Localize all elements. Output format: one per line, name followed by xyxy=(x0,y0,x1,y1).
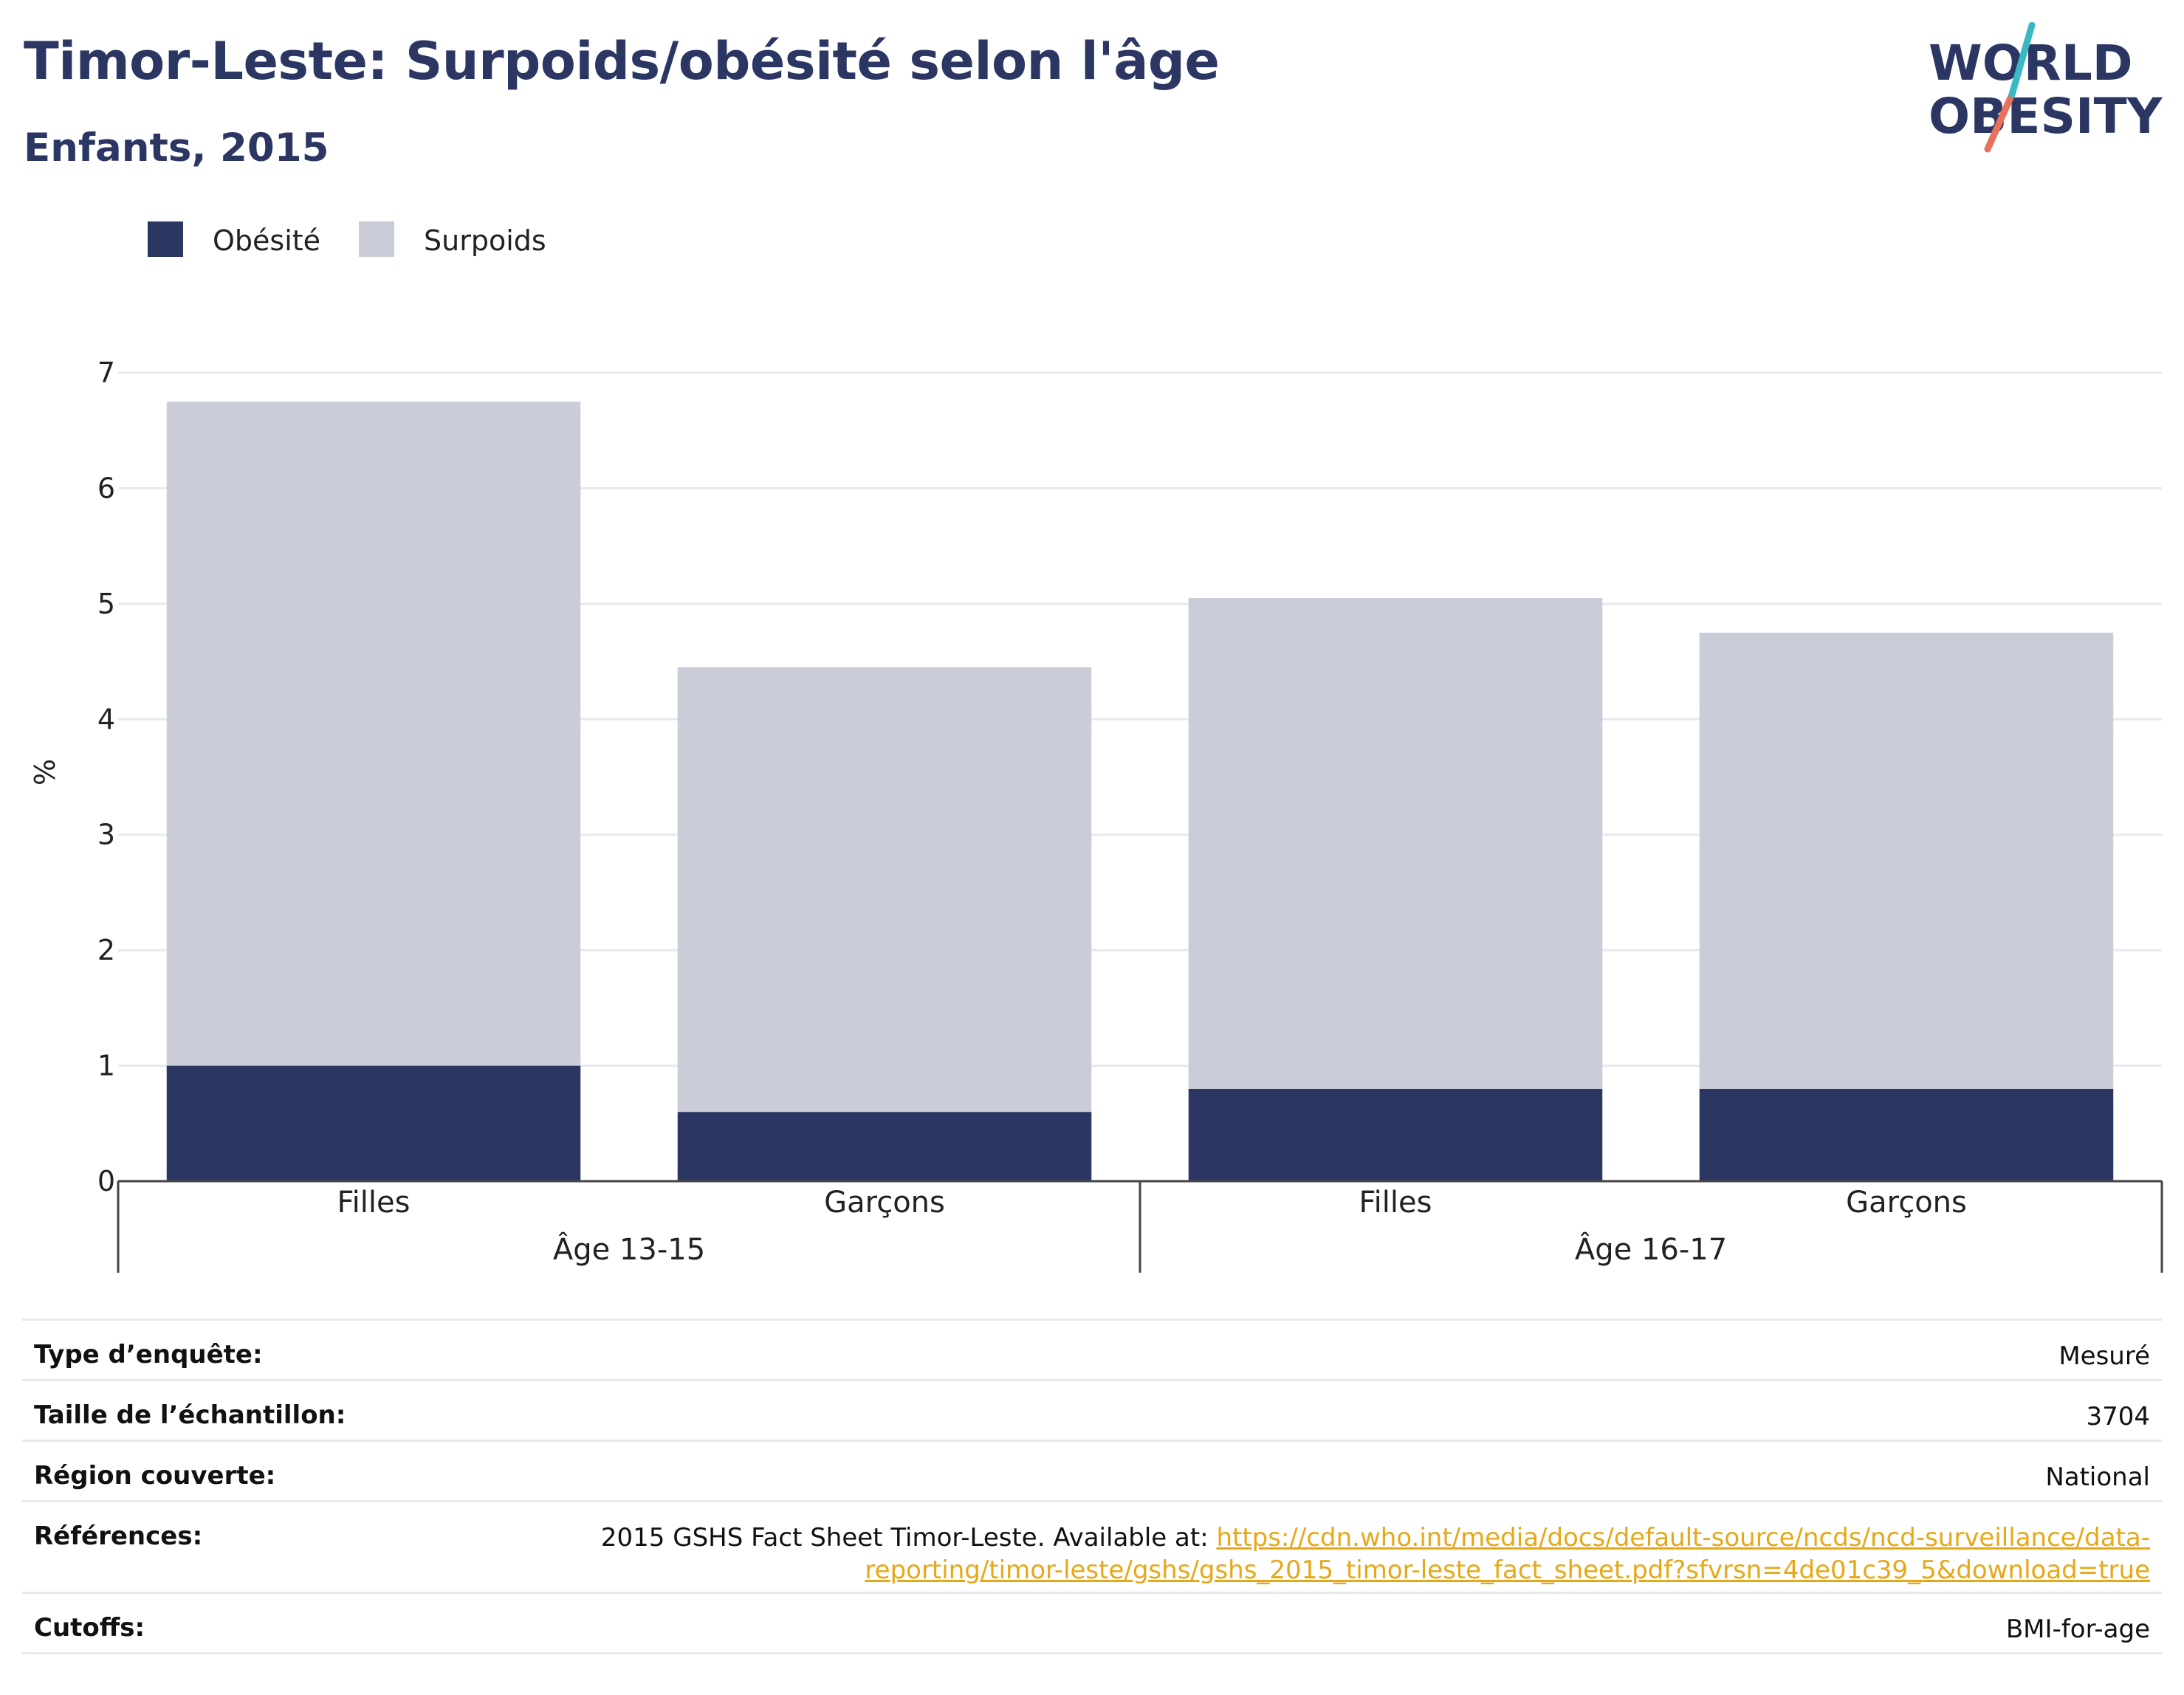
info-value: Mesuré xyxy=(563,1318,2162,1381)
y-tick-label: 6 xyxy=(97,472,115,504)
logo-line1: WORLD xyxy=(1929,35,2133,92)
x-tick-label: Filles xyxy=(337,1186,411,1220)
bar-obesity xyxy=(1188,1088,1603,1181)
reference-text: 2015 GSHS Fact Sheet Timor-Leste. Availa… xyxy=(600,1523,1217,1553)
logo-slash-teal xyxy=(2008,22,2036,98)
legend-label-obesity: Obésité xyxy=(213,224,320,257)
bar-obesity xyxy=(1699,1088,2114,1181)
metadata-table: Type d’enquête: Mesuré Taille de l’échan… xyxy=(22,1318,2162,1654)
y-axis-label: % xyxy=(29,759,61,785)
legend-label-overweight: Surpoids xyxy=(424,224,546,257)
info-value: BMI-for-age xyxy=(563,1592,2162,1654)
legend: Obésité Surpoids xyxy=(148,221,546,257)
info-row-sample-size: Taille de l’échantillon: 3704 xyxy=(22,1379,2162,1441)
bars xyxy=(166,402,2114,1181)
info-label: Type d’enquête: xyxy=(22,1318,563,1381)
info-label: Cutoffs: xyxy=(22,1592,563,1654)
legend-swatch-overweight xyxy=(359,221,394,257)
reference-link[interactable]: https://cdn.who.int/media/docs/default-s… xyxy=(865,1523,2150,1585)
x-axis: Filles Garçons Filles Garçons Âge 13-15 Âge 1… xyxy=(117,1180,2163,1273)
chart-subtitle: Enfants, 2015 xyxy=(24,126,329,171)
bar-obesity xyxy=(166,1065,581,1181)
info-value: 3704 xyxy=(563,1379,2162,1441)
x-tick-label: Filles xyxy=(1359,1186,1432,1220)
info-value: 2015 GSHS Fact Sheet Timor-Leste. Availa… xyxy=(563,1500,2162,1593)
world-obesity-logo: WORLD OBESITY xyxy=(1929,22,2163,153)
bar-obesity xyxy=(677,1112,1092,1181)
x-tick-label: Garçons xyxy=(1846,1186,1967,1220)
info-label: Taille de l’échantillon: xyxy=(22,1379,563,1441)
bar-overweight xyxy=(1699,632,2114,1089)
y-tick-label: 0 xyxy=(97,1165,115,1197)
info-row-references: Références: 2015 GSHS Fact Sheet Timor-L… xyxy=(22,1500,2162,1593)
info-row-region: Région couverte: National xyxy=(22,1440,2162,1502)
info-row-cutoffs: Cutoffs: BMI-for-age xyxy=(22,1592,2162,1654)
logo-slash-coral xyxy=(1984,91,2016,153)
bar-overweight xyxy=(1188,598,1603,1089)
legend-swatch-obesity xyxy=(148,221,183,257)
x-tick-label: Garçons xyxy=(824,1186,945,1220)
info-label: Références: xyxy=(22,1500,563,1593)
y-tick-label: 5 xyxy=(97,588,115,620)
group-label: Âge 16-17 xyxy=(1575,1231,1727,1267)
group-label: Âge 13-15 xyxy=(553,1231,705,1267)
info-label: Région couverte: xyxy=(22,1440,563,1502)
y-tick-label: 3 xyxy=(97,819,115,851)
y-tick-label: 2 xyxy=(97,934,115,966)
info-value: National xyxy=(563,1440,2162,1502)
y-axis-ticks: 0 1 2 3 4 5 6 7 xyxy=(97,357,115,1197)
logo-line2: OBESITY xyxy=(1929,88,2163,145)
bar-overweight xyxy=(166,402,581,1066)
y-tick-label: 7 xyxy=(97,357,115,389)
bar-overweight xyxy=(677,667,1092,1113)
y-tick-label: 4 xyxy=(97,703,115,735)
y-tick-label: 1 xyxy=(97,1050,115,1082)
chart-title: Timor-Leste: Surpoids/obésité selon l'âg… xyxy=(24,31,1220,92)
info-row-survey-type: Type d’enquête: Mesuré xyxy=(22,1318,2162,1381)
bar-chart: Obésité Surpoids 0 1 2 3 4 5 6 7 % Filles Garçon… xyxy=(29,221,2163,1273)
